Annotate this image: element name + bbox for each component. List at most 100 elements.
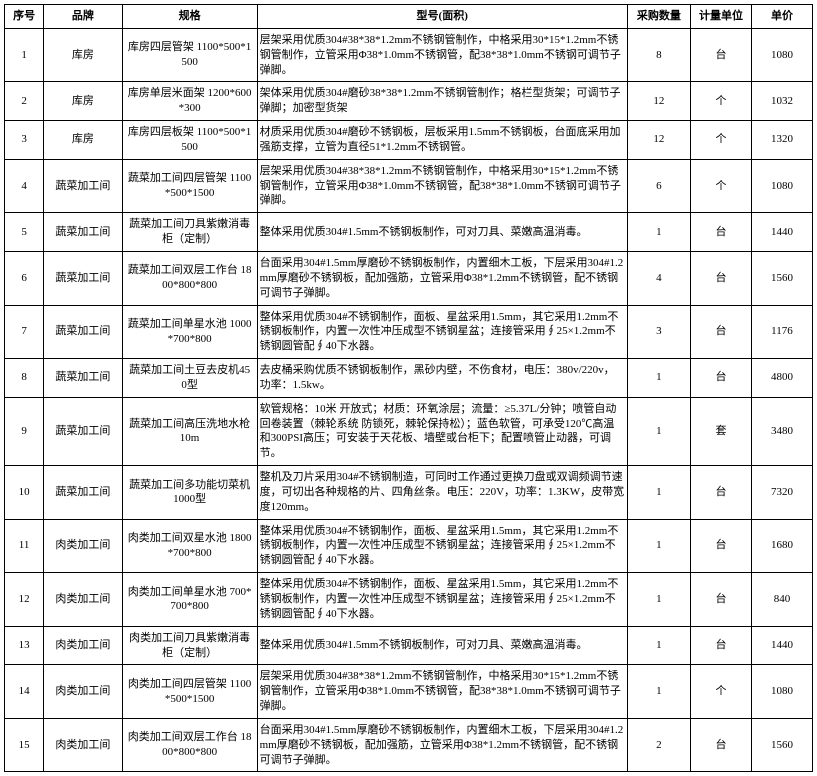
header-brand: 品牌 (44, 5, 122, 29)
cell-brand: 蔬菜加工间 (44, 159, 122, 213)
cell-brand: 蔬菜加工间 (44, 397, 122, 465)
cell-spec: 库房四层板架 1100*500*1500 (122, 121, 257, 160)
table-row: 2库房库房单层米面架 1200*600*300架体采用优质304#磨砂38*38… (5, 82, 813, 121)
header-spec: 规格 (122, 5, 257, 29)
cell-price: 7320 (751, 466, 812, 520)
cell-unit: 台 (690, 466, 751, 520)
cell-qty: 1 (627, 359, 690, 398)
cell-spec: 蔬菜加工间高压洗地水枪10m (122, 397, 257, 465)
table-row: 12肉类加工间肉类加工间单星水池 700*700*800整体采用优质304#不锈… (5, 573, 813, 627)
cell-qty: 3 (627, 305, 690, 359)
cell-qty: 1 (627, 213, 690, 252)
cell-brand: 肉类加工间 (44, 626, 122, 665)
cell-qty: 6 (627, 159, 690, 213)
cell-qty: 1 (627, 466, 690, 520)
header-qty: 采购数量 (627, 5, 690, 29)
table-row: 7蔬菜加工间蔬菜加工间单星水池 1000*700*800整体采用优质304#不锈… (5, 305, 813, 359)
cell-brand: 蔬菜加工间 (44, 213, 122, 252)
cell-spec: 蔬菜加工间多功能切菜机1000型 (122, 466, 257, 520)
cell-unit: 台 (690, 573, 751, 627)
cell-qty: 1 (627, 397, 690, 465)
table-row: 1库房库房四层管架 1100*500*1500层架采用优质304#38*38*1… (5, 28, 813, 82)
cell-qty: 1 (627, 626, 690, 665)
cell-qty: 12 (627, 121, 690, 160)
cell-qty: 1 (627, 519, 690, 573)
table-header-row: 序号 品牌 规格 型号(面积) 采购数量 计量单位 单价 (5, 5, 813, 29)
table-row: 9蔬菜加工间蔬菜加工间高压洗地水枪10m软管规格：10米 开放式；材质：环氧涂层… (5, 397, 813, 465)
cell-seq: 6 (5, 251, 44, 305)
header-unit: 计量单位 (690, 5, 751, 29)
cell-model: 去皮桶采购优质不锈钢板制作，黑砂内壁，不伤食材，电压：380v/220v，功率：… (257, 359, 627, 398)
cell-spec: 库房单层米面架 1200*600*300 (122, 82, 257, 121)
cell-model: 台面采用304#1.5mm厚磨砂不锈钢板制作，内置细木工板，下层采用304#1.… (257, 251, 627, 305)
cell-unit: 台 (690, 519, 751, 573)
cell-seq: 10 (5, 466, 44, 520)
cell-spec: 蔬菜加工间双层工作台 1800*800*800 (122, 251, 257, 305)
cell-price: 1560 (751, 718, 812, 772)
table-row: 14肉类加工间肉类加工间四层管架 1100*500*1500层架采用优质304#… (5, 665, 813, 719)
table-row: 10蔬菜加工间蔬菜加工间多功能切菜机1000型整机及刀片采用304#不锈钢制造，… (5, 466, 813, 520)
cell-spec: 蔬菜加工间土豆去皮机450型 (122, 359, 257, 398)
cell-spec: 肉类加工间四层管架 1100*500*1500 (122, 665, 257, 719)
cell-price: 1032 (751, 82, 812, 121)
cell-seq: 14 (5, 665, 44, 719)
cell-unit: 台 (690, 28, 751, 82)
cell-brand: 库房 (44, 82, 122, 121)
cell-price: 1440 (751, 626, 812, 665)
cell-price: 1440 (751, 213, 812, 252)
cell-unit: 个 (690, 121, 751, 160)
cell-unit: 个 (690, 82, 751, 121)
cell-spec: 肉类加工间双层工作台 1800*800*800 (122, 718, 257, 772)
cell-seq: 4 (5, 159, 44, 213)
cell-brand: 肉类加工间 (44, 519, 122, 573)
cell-seq: 11 (5, 519, 44, 573)
cell-seq: 15 (5, 718, 44, 772)
cell-unit: 个 (690, 665, 751, 719)
header-price: 单价 (751, 5, 812, 29)
cell-model: 整体采用优质304#不锈钢制作，面板、星盆采用1.5mm，其它采用1.2mm不锈… (257, 573, 627, 627)
cell-spec: 肉类加工间刀具紫嫩消毒柜（定制） (122, 626, 257, 665)
cell-brand: 肉类加工间 (44, 718, 122, 772)
cell-seq: 5 (5, 213, 44, 252)
cell-price: 1320 (751, 121, 812, 160)
cell-model: 软管规格：10米 开放式；材质：环氧涂层；流量：≥5.37L/分钟；喷管自动回卷… (257, 397, 627, 465)
cell-unit: 台 (690, 305, 751, 359)
cell-unit: 台 (690, 626, 751, 665)
cell-price: 1560 (751, 251, 812, 305)
cell-unit: 台 (690, 213, 751, 252)
table-row: 3库房库房四层板架 1100*500*1500材质采用优质304#磨砂不锈钢板，… (5, 121, 813, 160)
header-seq: 序号 (5, 5, 44, 29)
cell-seq: 7 (5, 305, 44, 359)
cell-brand: 库房 (44, 28, 122, 82)
header-model: 型号(面积) (257, 5, 627, 29)
cell-qty: 12 (627, 82, 690, 121)
table-row: 6蔬菜加工间蔬菜加工间双层工作台 1800*800*800台面采用304#1.5… (5, 251, 813, 305)
cell-spec: 库房四层管架 1100*500*1500 (122, 28, 257, 82)
procurement-table: 序号 品牌 规格 型号(面积) 采购数量 计量单位 单价 1库房库房四层管架 1… (4, 4, 813, 772)
cell-unit: 套 (690, 397, 751, 465)
cell-price: 3480 (751, 397, 812, 465)
cell-seq: 13 (5, 626, 44, 665)
cell-qty: 2 (627, 718, 690, 772)
cell-model: 台面采用304#1.5mm厚磨砂不锈钢板制作，内置细木工板，下层采用304#1.… (257, 718, 627, 772)
cell-brand: 肉类加工间 (44, 573, 122, 627)
cell-price: 840 (751, 573, 812, 627)
cell-brand: 蔬菜加工间 (44, 359, 122, 398)
cell-model: 架体采用优质304#磨砂38*38*1.2mm不锈钢管制作；格栏型货架；可调节子… (257, 82, 627, 121)
cell-seq: 12 (5, 573, 44, 627)
cell-seq: 3 (5, 121, 44, 160)
cell-price: 1080 (751, 159, 812, 213)
cell-model: 整体采用优质304#1.5mm不锈钢板制作，可对刀具、菜嫩高温消毒。 (257, 213, 627, 252)
cell-price: 4800 (751, 359, 812, 398)
table-body: 1库房库房四层管架 1100*500*1500层架采用优质304#38*38*1… (5, 28, 813, 772)
cell-brand: 蔬菜加工间 (44, 466, 122, 520)
cell-brand: 蔬菜加工间 (44, 305, 122, 359)
cell-spec: 蔬菜加工间单星水池 1000*700*800 (122, 305, 257, 359)
cell-qty: 4 (627, 251, 690, 305)
cell-qty: 1 (627, 573, 690, 627)
cell-price: 1680 (751, 519, 812, 573)
cell-seq: 1 (5, 28, 44, 82)
cell-seq: 8 (5, 359, 44, 398)
cell-seq: 2 (5, 82, 44, 121)
cell-price: 1080 (751, 665, 812, 719)
